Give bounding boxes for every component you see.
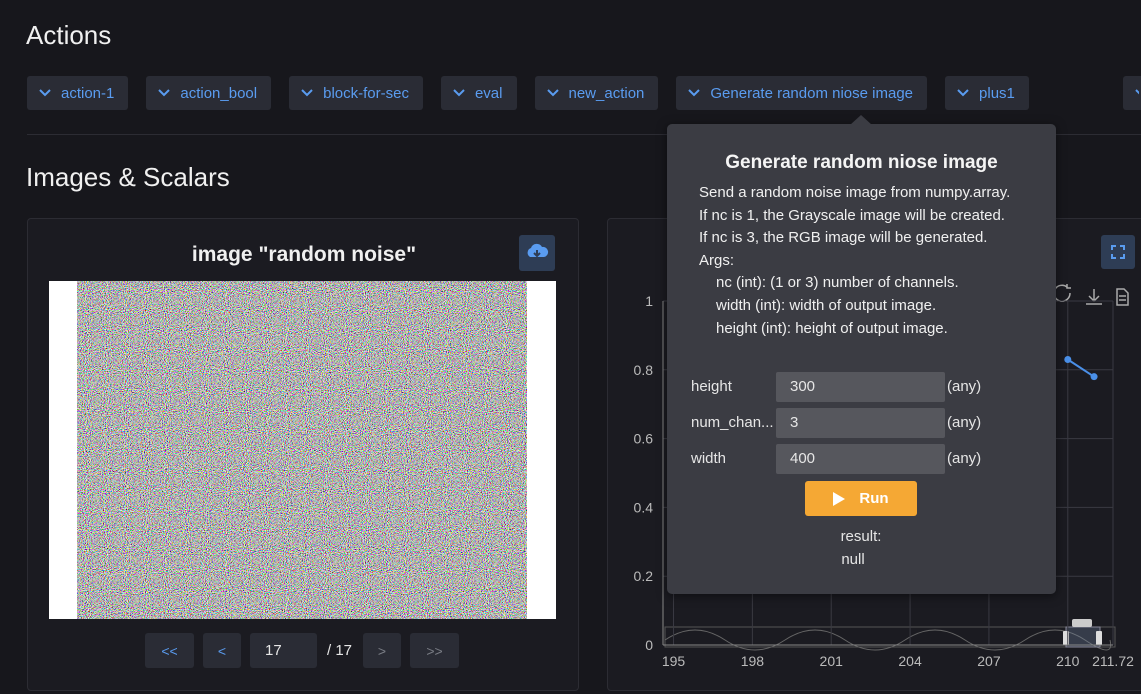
action-button[interactable]: action-1 <box>27 76 129 110</box>
action-label: block-for-sec <box>323 84 409 102</box>
y-tick-label: 0.2 <box>634 568 654 584</box>
data-zoom <box>664 619 1116 651</box>
first-page-button[interactable]: << <box>145 633 194 668</box>
popup-title: Generate random niose image <box>725 152 998 173</box>
fullscreen-button[interactable] <box>1101 235 1135 269</box>
action-label: Generate random niose image <box>710 84 914 102</box>
chart-toolbar <box>1053 284 1129 306</box>
result-label-text: result: <box>840 528 882 545</box>
action-label: plus1 <box>979 84 1015 102</box>
param-label: width <box>691 450 727 467</box>
chevron <box>39 89 51 97</box>
x-tick-label: 207 <box>977 653 1001 669</box>
icon <box>1111 245 1125 259</box>
description-line: Send a random noise image from numpy.arr… <box>699 184 1011 201</box>
chevron <box>301 89 313 97</box>
param-input[interactable]: 400 <box>776 444 945 474</box>
image-card: image "random noise" <box>27 218 579 691</box>
x-tick-label: 195 <box>662 653 686 669</box>
action-popup: Generate random niose image Send a rando… <box>667 115 1056 594</box>
noise-image <box>77 281 527 619</box>
chevron <box>453 89 465 97</box>
chevron <box>546 89 559 97</box>
description-line: nc (int): (1 or 3) number of channels. <box>716 274 959 292</box>
description-line: If nc is 3, the RGB image will be genera… <box>699 229 988 247</box>
card-title: image "random noise" <box>191 243 417 266</box>
param-label: height <box>691 378 732 395</box>
play-icon <box>833 491 846 506</box>
action-button[interactable] <box>1123 76 1141 110</box>
line <box>1067 358 1095 378</box>
result-value: null <box>841 551 865 568</box>
description-line: If nc is 1, the Grayscale image will be … <box>699 206 1005 224</box>
chevron <box>1135 89 1139 95</box>
param-type: (any) <box>947 378 982 395</box>
action-button[interactable]: eval <box>440 76 517 110</box>
image-frame <box>49 281 556 619</box>
divider <box>27 134 1141 135</box>
action-button[interactable]: new_action <box>534 76 659 110</box>
chevron <box>957 89 969 97</box>
y-tick-label: 0 <box>645 637 653 653</box>
section-title: Images & Scalars <box>26 162 230 192</box>
x-tick-label: 198 <box>741 653 765 669</box>
description-line: Args: <box>699 251 735 269</box>
next-page-button[interactable]: > <box>363 633 401 668</box>
action-button[interactable]: plus1 <box>945 76 1029 110</box>
chevron <box>688 89 701 97</box>
action-label: eval <box>474 84 503 102</box>
action-button[interactable]: block-for-sec <box>289 76 423 110</box>
y-tick-label: 0.6 <box>634 431 654 447</box>
x-tick-label: 210 <box>1056 653 1080 669</box>
page-total: / 17 <box>327 642 353 659</box>
param-label: num_chan... <box>691 414 774 431</box>
description-line: height (int): height of output image. <box>716 319 948 337</box>
prev-page-button[interactable]: < <box>203 633 241 668</box>
popup-arrow <box>850 115 872 125</box>
param-input[interactable]: 3 <box>776 408 945 438</box>
section-title: Actions <box>26 20 112 50</box>
icon <box>527 243 549 258</box>
result-label: result: <box>667 528 1056 545</box>
y-tick-label: 1 <box>645 293 653 309</box>
action-button[interactable]: action_bool <box>146 76 272 110</box>
run-label: Run <box>859 490 889 507</box>
y-tick-label: 0.8 <box>634 362 654 378</box>
chevron <box>158 89 171 97</box>
point <box>1090 373 1098 381</box>
action-buttons: action-1 action_bool block-for-sec eval new_… <box>27 76 1029 110</box>
page-input[interactable]: 17 <box>250 633 317 668</box>
param-input[interactable]: 300 <box>776 372 945 402</box>
x-tick-label: 201 <box>820 653 844 669</box>
description-line: width (int): width of output image. <box>716 297 937 314</box>
last-page-button[interactable]: >> <box>410 633 459 668</box>
point <box>1064 355 1072 363</box>
action-label: action_bool <box>180 84 258 102</box>
download-button[interactable] <box>519 235 555 271</box>
action-label: new_action <box>568 84 645 102</box>
y-tick-label: 0.4 <box>634 499 654 515</box>
action-label: action-1 <box>61 84 115 102</box>
action-button[interactable]: Generate random niose image <box>676 76 928 110</box>
run-button[interactable]: Run <box>805 481 917 516</box>
param-type: (any) <box>947 450 982 467</box>
x-tick-label: 204 <box>898 653 922 669</box>
param-type: (any) <box>947 414 982 431</box>
x-tick-label: 211.72 <box>1092 653 1134 669</box>
